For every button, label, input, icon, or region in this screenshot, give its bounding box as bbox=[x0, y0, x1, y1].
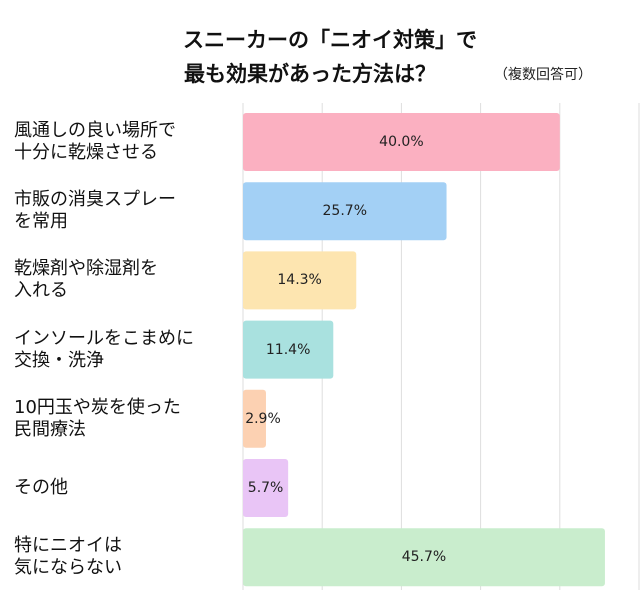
chart-subtitle: （複数回答可） bbox=[494, 67, 592, 83]
category-label-line: 十分に乾燥させる bbox=[14, 142, 158, 163]
category-label-line: を常用 bbox=[14, 211, 68, 233]
category-label: 市販の消臭スプレー を常用 bbox=[14, 182, 239, 240]
category-label-line: 入れる bbox=[14, 280, 68, 302]
bar bbox=[243, 389, 266, 448]
category-label: その他 bbox=[14, 459, 239, 517]
bar bbox=[243, 251, 357, 310]
category-label-line: 交換・洗浄 bbox=[14, 349, 104, 371]
bar bbox=[243, 320, 334, 379]
data-label: 11.4% bbox=[265, 341, 311, 358]
category-label: 乾燥剤や除湿剤を 入れる bbox=[14, 251, 239, 309]
data-label: 45.7% bbox=[401, 549, 447, 566]
data-label: 5.7% bbox=[247, 480, 284, 496]
category-label-line: 10円玉や炭を使った bbox=[14, 396, 181, 418]
category-label: インソールをこまめに 交換・洗浄 bbox=[14, 321, 239, 379]
category-label-line: 特にニオイは bbox=[14, 535, 122, 557]
data-label: 25.7% bbox=[322, 203, 367, 220]
category-label-line: 乾燥剤や除湿剤を bbox=[14, 258, 158, 280]
bar bbox=[243, 113, 560, 171]
data-label: 40.0% bbox=[379, 134, 424, 150]
category-label: 特にニオイは 気にならない bbox=[14, 528, 239, 586]
category-label-line: 風通しの良い場所で bbox=[14, 120, 176, 141]
category-label: 10円玉や炭を使った 民間療法 bbox=[14, 390, 239, 448]
bar bbox=[243, 182, 447, 241]
category-label-line: その他 bbox=[14, 477, 68, 498]
category-label-line: 市販の消臭スプレー bbox=[14, 189, 176, 211]
data-label: 2.9% bbox=[245, 410, 281, 427]
category-label-line: 気にならない bbox=[14, 557, 122, 579]
data-label: 14.3% bbox=[277, 272, 322, 289]
category-label: 風通しの良い場所で 十分に乾燥させる bbox=[14, 113, 239, 171]
chart-title: スニーカーの「ニオイ対策」で bbox=[183, 28, 477, 52]
bar bbox=[243, 459, 289, 517]
chart-title-line2: 最も効果があった方法は？ bbox=[184, 62, 436, 86]
category-label-line: 民間療法 bbox=[14, 418, 86, 440]
category-label-line: インソールをこまめに bbox=[14, 327, 194, 349]
bar bbox=[243, 528, 605, 587]
